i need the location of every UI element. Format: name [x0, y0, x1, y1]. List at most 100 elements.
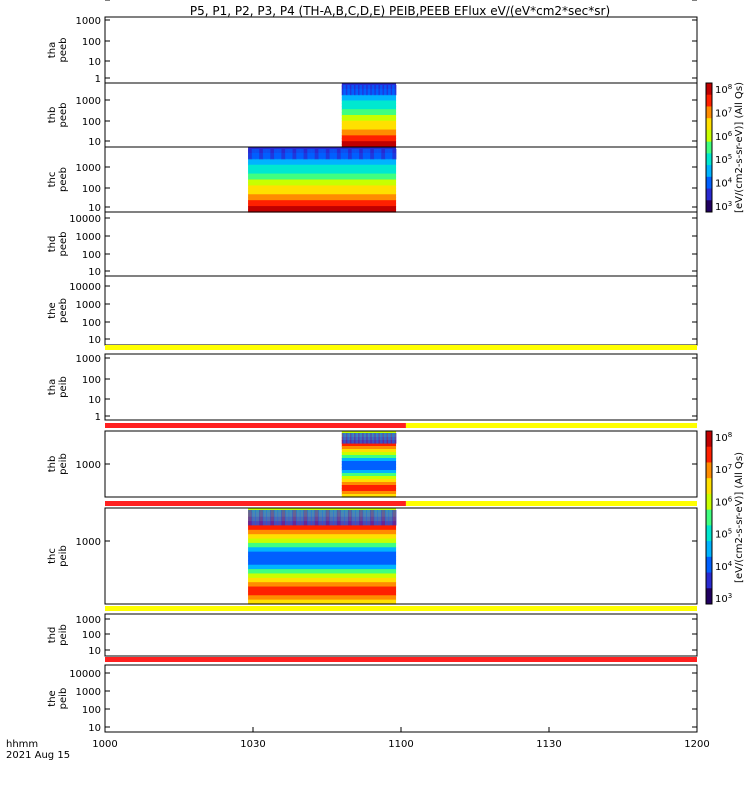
spectrogram-band	[248, 173, 397, 178]
spectrogram-band	[341, 458, 397, 462]
spectrogram-noise	[373, 85, 375, 96]
spectrogram-noise	[255, 149, 260, 160]
spectrogram-band	[248, 538, 397, 544]
spectrogram-noise	[368, 85, 371, 96]
spectrogram-noise	[388, 149, 393, 160]
spectrogram-noise	[371, 85, 374, 96]
panel-frame	[104, 613, 698, 657]
panel-probe-label: tha	[47, 42, 58, 58]
spectrogram-band	[341, 467, 397, 471]
spectrogram-noise	[270, 149, 275, 160]
colorbar-swatch	[706, 462, 712, 479]
panel-tha-peeb: 1 10 100 1000 tha peeb	[47, 16, 698, 85]
colorbar-swatch	[706, 509, 712, 526]
spectrogram-band	[248, 595, 397, 601]
spectrogram-noise	[366, 149, 371, 160]
spectrogram-noise	[385, 85, 387, 96]
y-tick-label: 10	[88, 57, 101, 68]
colorbar-label: [eV/(cm2-s-sr-eV)] (All Qs)	[734, 82, 745, 213]
spectrogram-noise	[351, 149, 356, 160]
colorbar-cb-eeb: 103 104 105 106 107 108 [eV/(cm2-s-sr-eV)] (Al…	[705, 82, 745, 213]
y-tick-label: 1000	[76, 163, 101, 174]
spectrogram-noise	[381, 433, 383, 444]
spectrogram-noise	[360, 433, 363, 444]
spectrogram-band	[341, 135, 397, 139]
spectrogram-band	[248, 203, 397, 207]
spectrogram-noise	[367, 433, 370, 444]
spectrogram-noise	[391, 85, 394, 96]
spectrogram-noise	[347, 510, 353, 526]
spectrogram-noise	[356, 433, 359, 444]
spectrogram-noise	[359, 510, 364, 526]
spectrogram-band	[248, 573, 397, 579]
spectrogram-noise	[344, 433, 347, 444]
panel-frame	[104, 353, 698, 421]
spectrogram-band	[341, 446, 397, 450]
spectrogram-band	[248, 529, 397, 535]
spectrogram-band	[248, 164, 397, 169]
spectrogram-noise	[325, 149, 330, 160]
colorbar-swatch	[706, 118, 712, 131]
colorbar-swatch	[706, 478, 712, 495]
panel-thc-peeb: 10 100 1000 thc peeb	[47, 146, 698, 214]
colorbar-tick-label: 103	[715, 200, 732, 213]
spectrogram-noise	[359, 433, 362, 444]
panel-frame	[104, 430, 698, 498]
spectrogram-noise	[288, 149, 293, 160]
flag-bar-yellow	[105, 345, 697, 350]
spectrogram-noise	[377, 85, 379, 96]
y-tick-label: 1000	[76, 300, 101, 311]
spectrogram-noise	[373, 433, 375, 444]
spectrogram-band	[248, 577, 397, 583]
spectrogram-noise	[375, 85, 378, 96]
spectrogram-band	[248, 167, 397, 172]
spectrogram-noise	[348, 85, 351, 96]
spectrogram-band	[248, 542, 397, 548]
spectrogram-noise	[384, 510, 390, 526]
y-tick-label: 1	[95, 412, 101, 423]
x-tick-label: 1130	[536, 739, 561, 750]
spectrogram-band	[341, 491, 397, 495]
spectrogram-band	[341, 129, 397, 134]
spectrogram-noise	[367, 85, 370, 96]
spectrogram-noise	[362, 510, 367, 526]
spectrogram-noise	[273, 149, 279, 160]
spectrogram-band	[248, 206, 397, 210]
colorbar-swatch	[706, 94, 712, 107]
flag-bars	[105, 345, 697, 662]
y-tick-label: 100	[82, 37, 101, 48]
y-tick-label: 1000	[76, 687, 101, 698]
spectrogram-band	[341, 120, 397, 125]
spectrogram-noise	[248, 510, 253, 526]
spectrogram-noise	[299, 510, 304, 526]
spectrogram-noise	[364, 85, 367, 96]
spectrogram-noise	[385, 433, 387, 444]
spectrogram-band	[341, 455, 397, 459]
spectrogram-noise	[366, 85, 368, 96]
spectrogram-band	[341, 97, 397, 102]
spectrogram-band	[248, 188, 397, 192]
x-tick-label: 1000	[92, 739, 117, 750]
spectrogram-noise	[383, 85, 386, 96]
spectrogram-band	[248, 569, 397, 575]
spectrogram-noise	[340, 510, 345, 526]
spectrogram-noise	[394, 433, 397, 444]
panel-probe-label: thb	[47, 456, 58, 473]
colorbar-frame	[705, 430, 713, 605]
spectrogram-noise	[390, 85, 393, 96]
spectrogram-band	[248, 147, 397, 151]
y-tick-label: 10000	[69, 214, 101, 225]
spectrogram-noise	[259, 149, 264, 160]
flag-bar-yellow	[405, 501, 697, 506]
spectrogram-noise	[358, 85, 360, 96]
spectrogram-noise	[394, 85, 397, 96]
colorbar-tick-label: 108	[715, 83, 732, 96]
spectrogram-band	[341, 482, 397, 486]
panel-thb-peib: 1000 thb peib	[47, 430, 698, 498]
spectrogram-noise	[383, 433, 386, 444]
panel-the-peib: 10 100 1000 10000 the peib	[47, 664, 698, 734]
spectrogram-band	[341, 431, 397, 435]
spectrogram-noise	[379, 85, 382, 96]
colorbar-swatch	[706, 431, 712, 448]
